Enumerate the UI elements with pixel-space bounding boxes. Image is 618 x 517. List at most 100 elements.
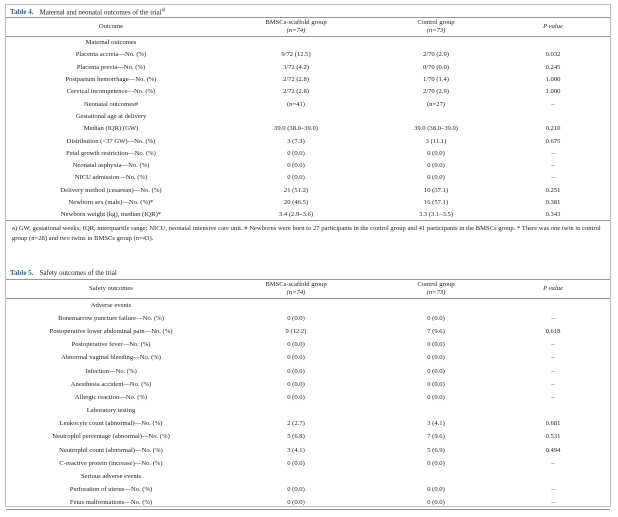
cell xyxy=(216,470,376,483)
table-title: Safety outcomes of the trial xyxy=(39,269,117,277)
table-caption: Table 4. Maternal and neonatal outcomes o… xyxy=(6,5,610,18)
cell: 0 (0.0) xyxy=(287,486,305,494)
cell: 2/72 (2.8) xyxy=(282,88,309,96)
header-text: (n=74) xyxy=(286,289,306,296)
header-cell: Outcome xyxy=(6,18,216,37)
data-row: Neutrophil count (abnormal)—No. (%) 3 (4.… xyxy=(6,444,610,457)
cell: – xyxy=(551,100,555,108)
data-row: Bonemarrow puncture failure—No. (%) 0 (0.… xyxy=(6,312,610,325)
data-row: Infection—No. (%) 0 (0.0) 0 (0.0) – xyxy=(6,364,610,377)
data-row: Cervical incompetence—No. (%) 2/72 (2.8) 2… xyxy=(6,86,610,98)
cell: Abnormal vaginal bleeding—No. (%) xyxy=(61,354,161,362)
cell: – xyxy=(551,341,555,349)
cell: NICU admission—No. (%) xyxy=(74,174,148,182)
footnote: a) GW, gestational weeks; IQR, interquar… xyxy=(12,225,601,243)
cell: – xyxy=(551,393,555,401)
cell: Neonatal asphyxia—No. (%) xyxy=(72,162,150,170)
document: Table 4. Maternal and neonatal outcomes o… xyxy=(5,4,611,511)
header-text: P value xyxy=(543,23,563,30)
data-row: Postoperative fever—No. (%) 0 (0.0) 0 (0.0… xyxy=(6,338,610,351)
header-text: P value xyxy=(543,285,563,292)
data-row: Neutrophil percentage (abnormal)—No. (%)… xyxy=(6,430,610,443)
cell: 0 (0.0) xyxy=(287,174,305,182)
cell: Newborn weight (kg), median (IQR)* xyxy=(6,208,216,222)
cell: Delivery method (cesarean)—No. (%) xyxy=(60,186,162,194)
cell: Serious adverse events xyxy=(80,473,142,481)
table: Safety outcomes BMSCs-scaffold group (n=74… xyxy=(6,280,610,511)
cell: 0 (0.0) xyxy=(427,367,445,375)
cell xyxy=(376,470,496,483)
cell: Allergic reaction—No. (%) xyxy=(74,393,148,401)
cell: Placenta accreta—No. (%) xyxy=(75,51,147,59)
cell: 0 (0.0) xyxy=(427,162,445,170)
cell: 0 (0.0) xyxy=(427,341,445,349)
cell: 1.000 xyxy=(545,76,561,84)
section-row: Gestational age at delivery xyxy=(6,110,610,122)
cell: C-reactive protein (increase)—No. (%) xyxy=(59,459,163,467)
cell: Maternal outcomes xyxy=(85,39,137,47)
cell: Bonemarrow puncture failure—No. (%) xyxy=(58,314,164,322)
cell: 2/70 (2.9) xyxy=(422,88,449,96)
table-title: Maternal and neonatal outcomes of the tr… xyxy=(39,8,162,17)
cell: 0.675 xyxy=(545,137,561,145)
cell: Distribution (<37 GW)—No. (%) xyxy=(66,137,156,145)
cell: 0.251 xyxy=(545,186,561,194)
cell: 0 (0.0) xyxy=(287,314,305,322)
header-row: Outcome BMSCs-scaffold group (n=74) Control… xyxy=(6,18,610,37)
cell: 0 (0.0) xyxy=(427,459,445,467)
cell: 0 (0.0) xyxy=(287,459,305,467)
cell: 0.381 xyxy=(545,199,561,206)
cell: Laboratory testing xyxy=(86,407,136,415)
cell: Postoperative fever—No. (%) xyxy=(71,341,151,349)
cell: 0 (0.0) xyxy=(216,496,376,511)
table-block: Table 4. Maternal and neonatal outcomes o… xyxy=(6,5,610,244)
cell: 0.032 xyxy=(545,51,561,59)
cell: Neutrophil count (abnormal)—No. (%) xyxy=(59,446,163,454)
cell: – xyxy=(551,459,555,467)
cell: Neonatal outcomes# xyxy=(83,100,138,108)
cell: – xyxy=(551,149,555,157)
header-cell: BMSCs-scaffold group (n=74) xyxy=(216,18,376,37)
header-row: Safety outcomes BMSCs-scaffold group (n=74… xyxy=(6,280,610,299)
cell: Fetal growth restriction—No. (%) xyxy=(66,149,156,157)
cell: 1/70 (1.4) xyxy=(422,76,449,84)
table-header: Outcome BMSCs-scaffold group (n=74) Control… xyxy=(6,18,610,37)
data-row: Perforation of uterus—No. (%) 0 (0.0) 0 (0… xyxy=(6,483,610,496)
section-row: Maternal outcomes xyxy=(6,37,610,49)
cell: 0 (0.0) xyxy=(287,367,305,375)
cell: 21 (51.2) xyxy=(283,186,309,194)
cell xyxy=(216,37,376,49)
cell: 7 (9.6) xyxy=(427,433,445,441)
data-row: C-reactive protein (increase)—No. (%) 0 (… xyxy=(6,457,610,470)
cell: 0 (0.0) xyxy=(287,149,305,157)
title-note: a) xyxy=(161,8,166,13)
table-caption: Table 5. Safety outcomes of the trial xyxy=(6,267,610,280)
cell xyxy=(496,299,610,312)
cell: (n=41) xyxy=(286,100,305,108)
cell: 0 (0.0) xyxy=(427,380,445,388)
data-row: Newborn sex (male)—No. (%)* 20 (46.5) 16 (… xyxy=(6,196,610,208)
cell: 3 (4.1) xyxy=(287,446,305,454)
cell: 0.618 xyxy=(545,327,561,335)
cell: Cervical incompetence—No. (%) xyxy=(66,88,156,96)
header-cell: BMSCs-scaffold group (n=74) xyxy=(216,280,376,299)
data-row: Postoperative lower abdominal pain—No. (… xyxy=(6,325,610,338)
cell: 3 (11.1) xyxy=(425,137,447,145)
header-text: Safety outcomes xyxy=(89,285,133,292)
cell: 16 (57.1) xyxy=(423,199,449,206)
data-row: Neonatal asphyxia—No. (%) 0 (0.0) 0 (0.0) – xyxy=(6,159,610,171)
cell: 0 (0.0) xyxy=(427,314,445,322)
cell: 0.531 xyxy=(545,433,561,441)
header-text: Control group xyxy=(417,281,455,288)
cell: 0.245 xyxy=(545,63,561,71)
header-cell: P value xyxy=(496,18,610,37)
cell: – xyxy=(551,314,555,322)
cell: 10 (37.1) xyxy=(423,186,449,194)
cell: Infection—No. (%) xyxy=(85,367,137,375)
cell: 3.4 (2.9–3.6) xyxy=(216,208,376,222)
cell: 1.000 xyxy=(545,88,561,96)
cell: 5 (6.9) xyxy=(427,446,445,454)
cell: 0 (0.0) xyxy=(427,393,445,401)
header-cell: Safety outcomes xyxy=(6,280,216,299)
cell: 3/72 (4.2) xyxy=(282,63,309,71)
